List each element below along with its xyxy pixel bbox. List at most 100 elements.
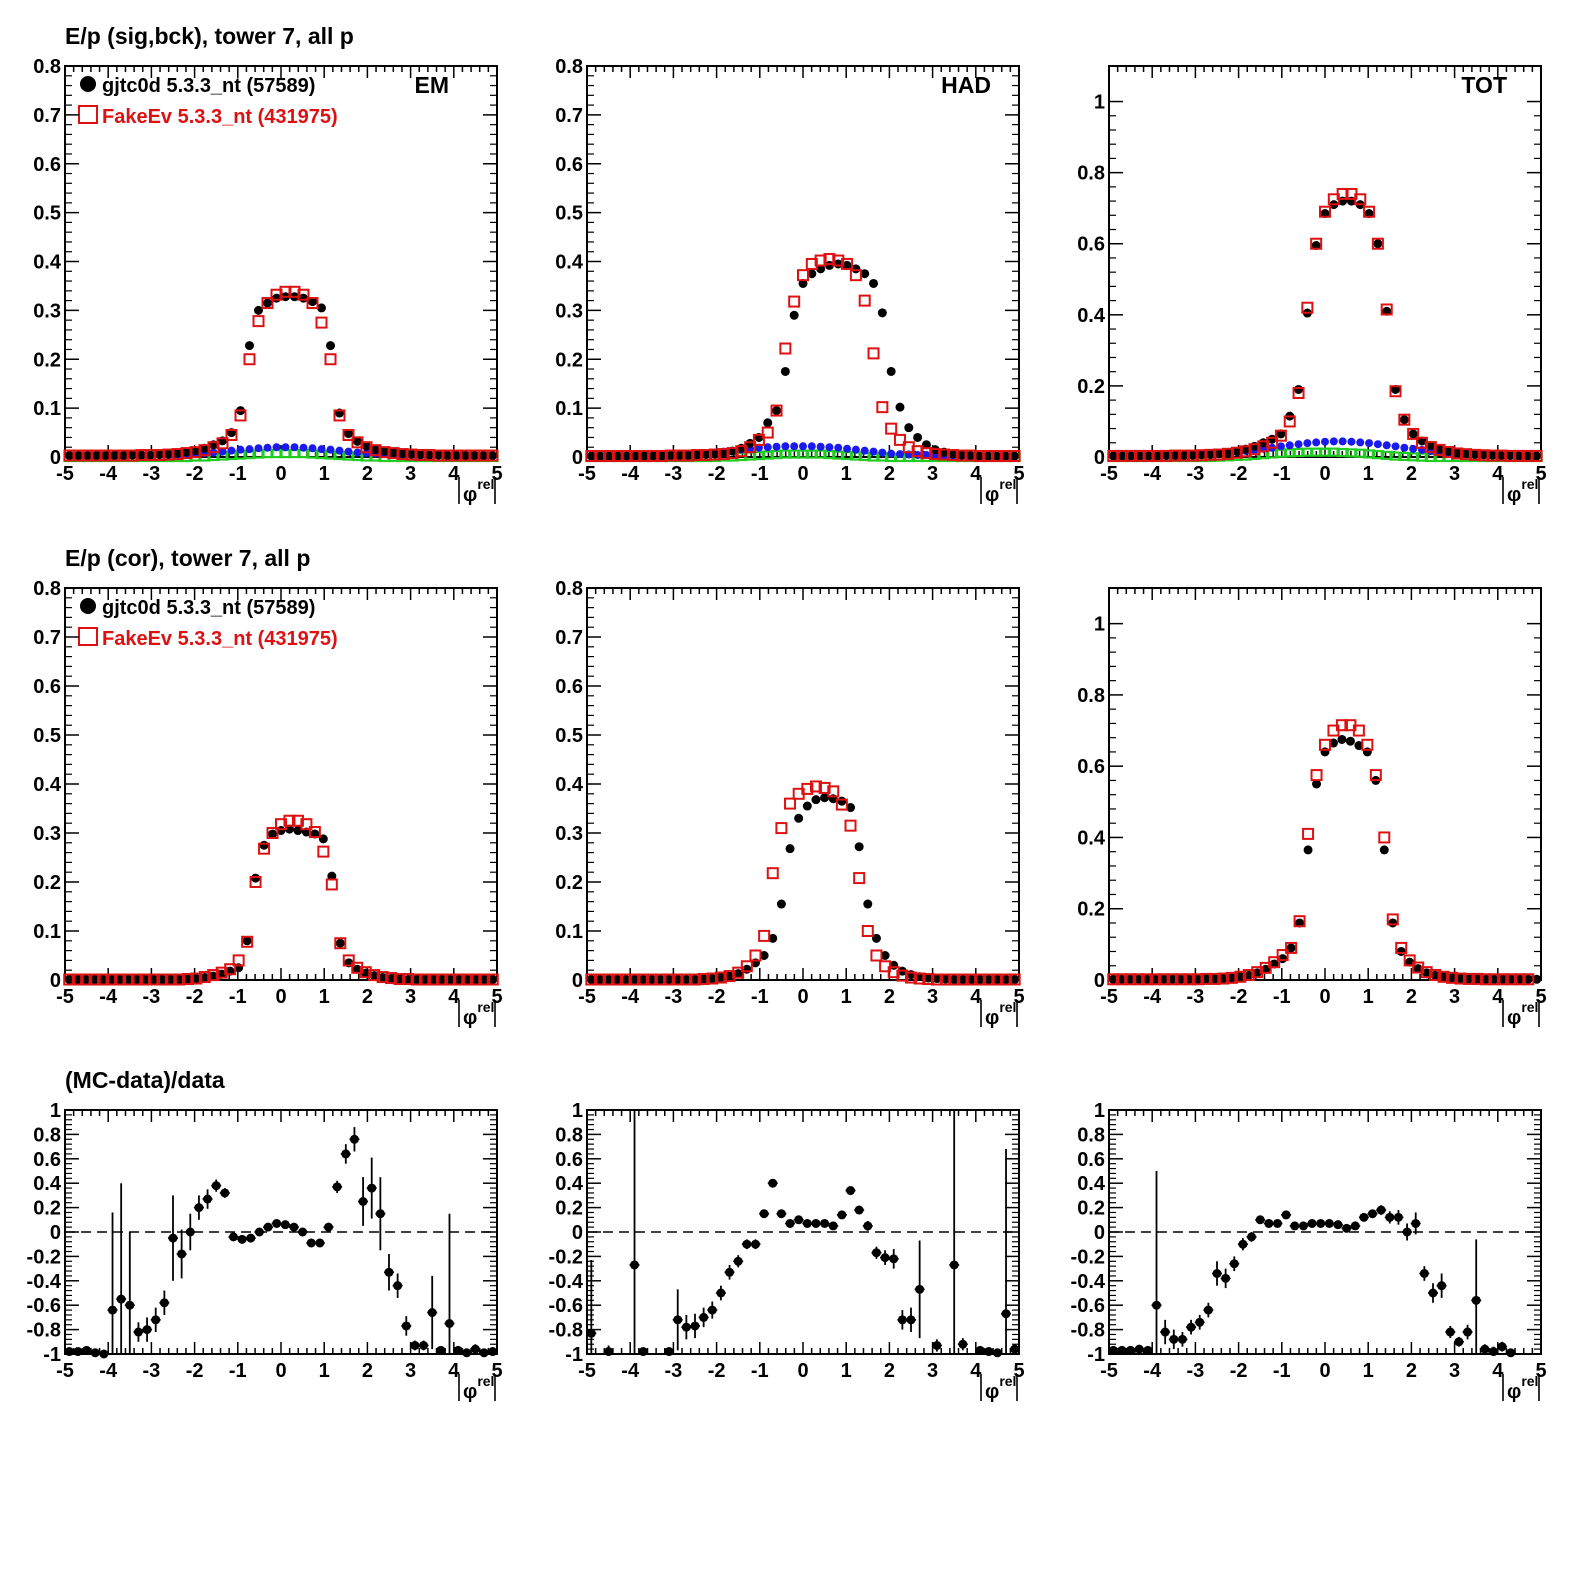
data-marker [1261,964,1271,974]
mc-marker [342,429,355,442]
ratio-marker [1247,1232,1257,1242]
x-tick-label: 3 [927,463,938,485]
ratio-marker [73,1347,83,1357]
x-tick-label: -1 [229,1360,247,1382]
data-marker [768,933,778,943]
data-marker [1134,974,1144,984]
data-marker [1408,429,1418,439]
data-marker [83,451,92,461]
data-marker [92,451,101,461]
data-marker [647,975,657,985]
mc-marker [207,969,220,982]
mc-marker [402,973,415,986]
data-marker [326,341,335,351]
x-tick-label: 1 [319,463,330,485]
ratio-marker [1480,1344,1490,1354]
mc-marker [700,449,713,462]
data-marker [820,793,830,803]
x-tick-label: -5 [56,463,74,485]
mc-marker [1361,738,1374,751]
data-marker [155,450,164,460]
mc-marker [714,971,727,984]
ratio-marker [984,1347,994,1357]
x-tick-label: 0 [1319,1360,1330,1382]
mc-marker [333,409,346,422]
data-marker [612,975,622,985]
data-marker [146,450,155,460]
mc-marker [275,818,287,831]
ratio-marker [630,1260,640,1270]
mc-marker [297,288,310,301]
blue-background-marker [1276,442,1285,451]
data-marker [1506,974,1516,984]
mc-marker [645,973,658,986]
data-marker [110,451,119,461]
chart-panel: -5 -4 -3 -2 -1 0 1 2 3 4 5 0 0.1 0.2 0.3 0.4 0.5 0.6 0.7 0.… [555,56,1024,506]
ratio-marker [733,1256,743,1266]
mc-marker [982,973,995,986]
mc-marker [1446,971,1459,984]
blue-background-marker [1356,438,1365,447]
ratio-marker [289,1222,299,1232]
ratio-marker [750,1239,760,1249]
mc-marker [80,973,93,986]
data-marker [1489,974,1499,984]
data-marker [863,899,873,909]
mc-marker [818,781,831,794]
x-axis-title: φrel [1507,476,1538,506]
y-tick-label: 0.2 [555,1198,583,1220]
chart-panel: -5 -4 -3 -2 -1 0 1 2 3 4 5-1-0.8-0.6-0.4-0.200.20.… [549,1100,1025,1403]
y-tick-label: 1 [50,1100,61,1122]
ratio-marker [358,1197,368,1206]
blue-background-marker [245,445,254,454]
mc-marker [1371,237,1384,250]
data-marker [101,451,110,461]
mc-marker [602,973,615,986]
mc-marker [224,963,237,976]
x-tick-label: -4 [1143,1360,1162,1382]
x-tick-label: 1 [319,1360,330,1382]
ratio-marker [604,1347,614,1357]
mc-marker [682,449,695,462]
data-marker [692,450,702,460]
mc-marker [315,316,328,329]
ratio-marker [410,1340,420,1350]
y-tick-label: 0.2 [555,349,583,371]
mc-marker [973,450,986,463]
data-marker [371,445,380,455]
mc-marker [1398,413,1411,426]
mc-marker [1217,972,1230,985]
x-tick-label: 0 [275,463,286,485]
mc-marker [258,842,271,855]
blue-background-marker [887,449,896,458]
ratio-marker [90,1348,100,1358]
mc-marker [308,826,321,839]
data-marker [683,451,693,461]
ratio-marker [1264,1218,1274,1228]
green-background-marker [770,449,783,460]
row-title-sig-bck: E/p (sig,bck), tower 7, all p [65,23,354,49]
data-marker [1126,451,1136,461]
data-marker [638,975,648,985]
green-background-marker [805,449,818,459]
data-marker [941,974,951,984]
mc-marker [832,254,845,267]
mc-marker [1495,449,1508,462]
mc-marker [594,450,607,463]
data-marker [763,418,773,428]
x-tick-label: 2 [362,986,373,1008]
mc-marker [63,973,76,986]
mc-marker [114,973,127,986]
ratio-marker [1368,1209,1378,1219]
mc-marker [1378,831,1391,844]
y-tick-label: 0.2 [33,1198,61,1220]
data-marker [630,451,640,461]
data-marker [948,449,958,459]
chart-panel: -5 -4 -3 -2 -1 0 1 2 3 4 5 0 0.1 0.2 0.3 0.4 0.5 0.6 0.7 0.… [33,578,502,1029]
x-axis-title: φrel [1507,1373,1538,1403]
data-marker [1168,974,1178,984]
mc-marker [1420,966,1433,979]
mc-marker [689,973,701,986]
x-tick-label: -5 [578,986,596,1008]
data-marker [613,451,623,461]
